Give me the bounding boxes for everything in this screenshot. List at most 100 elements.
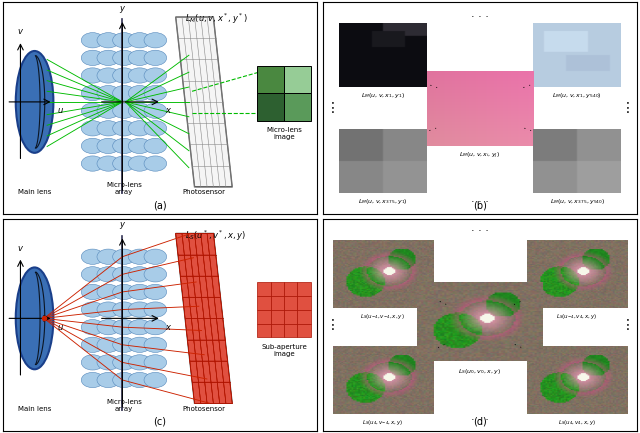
Bar [284,310,297,324]
Circle shape [113,156,135,171]
Circle shape [81,302,104,317]
Text: Micro-lens
array: Micro-lens array [106,399,142,412]
Polygon shape [203,255,212,276]
Circle shape [144,372,166,388]
Bar [271,282,284,296]
Text: · ·: · · [436,339,449,352]
Circle shape [129,85,151,101]
Circle shape [129,103,151,118]
Circle shape [81,372,104,388]
Polygon shape [191,318,200,339]
Text: $L_M(u, v, x^*, y^*)$: $L_M(u, v, x^*, y^*)$ [185,12,248,26]
Bar [257,94,284,121]
Text: $L_S(u_{-4}, v_{-4}, x, y)$: $L_S(u_{-4}, v_{-4}, x, y)$ [360,312,405,321]
Circle shape [144,138,166,154]
Circle shape [144,50,166,65]
Text: (d): (d) [473,417,487,427]
Text: (c): (c) [154,417,166,427]
Text: Micro-lens
image: Micro-lens image [266,127,302,140]
Circle shape [113,320,135,335]
Polygon shape [209,255,218,276]
Bar [271,310,284,324]
Circle shape [97,355,120,370]
Circle shape [129,32,151,48]
Polygon shape [214,297,223,318]
Bar [284,282,297,296]
Circle shape [113,337,135,352]
Circle shape [97,156,120,171]
Circle shape [113,50,135,65]
Circle shape [113,138,135,154]
Polygon shape [189,297,198,318]
Circle shape [129,320,151,335]
Circle shape [81,249,104,265]
Circle shape [113,32,135,48]
Circle shape [97,249,120,265]
Text: Photosensor: Photosensor [182,189,225,195]
Polygon shape [191,255,199,276]
Circle shape [129,302,151,317]
Bar [284,66,310,94]
Polygon shape [205,382,213,403]
Text: ⋮: ⋮ [620,101,634,115]
Polygon shape [210,318,219,339]
Polygon shape [187,276,195,297]
Bar [257,324,271,337]
Circle shape [81,32,104,48]
Circle shape [129,249,151,265]
Text: Micro-lens
array: Micro-lens array [106,182,142,195]
Text: $L_S(u_4, v_{-4}, x, y)$: $L_S(u_4, v_{-4}, x, y)$ [362,418,404,427]
Text: $L_M(u, v, x_{375}, y_{540})$: $L_M(u, v, x_{375}, y_{540})$ [550,197,605,207]
Polygon shape [176,233,232,403]
Text: (a): (a) [153,200,167,210]
Circle shape [81,68,104,83]
Polygon shape [205,276,214,297]
Circle shape [97,267,120,282]
Circle shape [81,138,104,154]
Polygon shape [216,318,225,339]
Text: · ·: · · [511,339,524,352]
Circle shape [144,103,166,118]
Circle shape [97,50,120,65]
Text: · ·: · · [521,123,533,136]
Polygon shape [192,382,201,403]
Polygon shape [204,318,212,339]
Circle shape [144,337,166,352]
Polygon shape [202,361,211,382]
Text: ⋮: ⋮ [620,318,634,332]
Polygon shape [208,297,216,318]
Circle shape [144,320,166,335]
Polygon shape [194,339,202,361]
Text: $v$: $v$ [17,27,24,36]
Bar [257,282,271,296]
Polygon shape [185,318,194,339]
Text: $x$: $x$ [164,323,172,332]
Text: · ·: · · [436,297,449,310]
Text: $L_S(u_4, v_4, x, y)$: $L_S(u_4, v_4, x, y)$ [558,418,596,427]
Circle shape [97,103,120,118]
Circle shape [81,50,104,65]
Polygon shape [200,339,209,361]
Text: · · ·: · · · [471,415,489,425]
Text: Sub-aperture
image: Sub-aperture image [261,344,307,357]
Text: · · ·: · · · [471,226,489,236]
Circle shape [144,249,166,265]
Circle shape [129,337,151,352]
Ellipse shape [16,51,53,153]
Circle shape [81,121,104,136]
Polygon shape [201,233,209,255]
Polygon shape [182,233,191,255]
Circle shape [113,121,135,136]
Polygon shape [221,361,230,382]
Polygon shape [190,361,198,382]
Text: (b): (b) [473,200,487,210]
Polygon shape [176,233,184,255]
Polygon shape [195,297,204,318]
Polygon shape [196,361,205,382]
Ellipse shape [16,268,53,369]
Polygon shape [209,361,217,382]
Text: · ·: · · [521,81,533,93]
Circle shape [144,32,166,48]
Polygon shape [193,276,202,297]
Circle shape [97,337,120,352]
